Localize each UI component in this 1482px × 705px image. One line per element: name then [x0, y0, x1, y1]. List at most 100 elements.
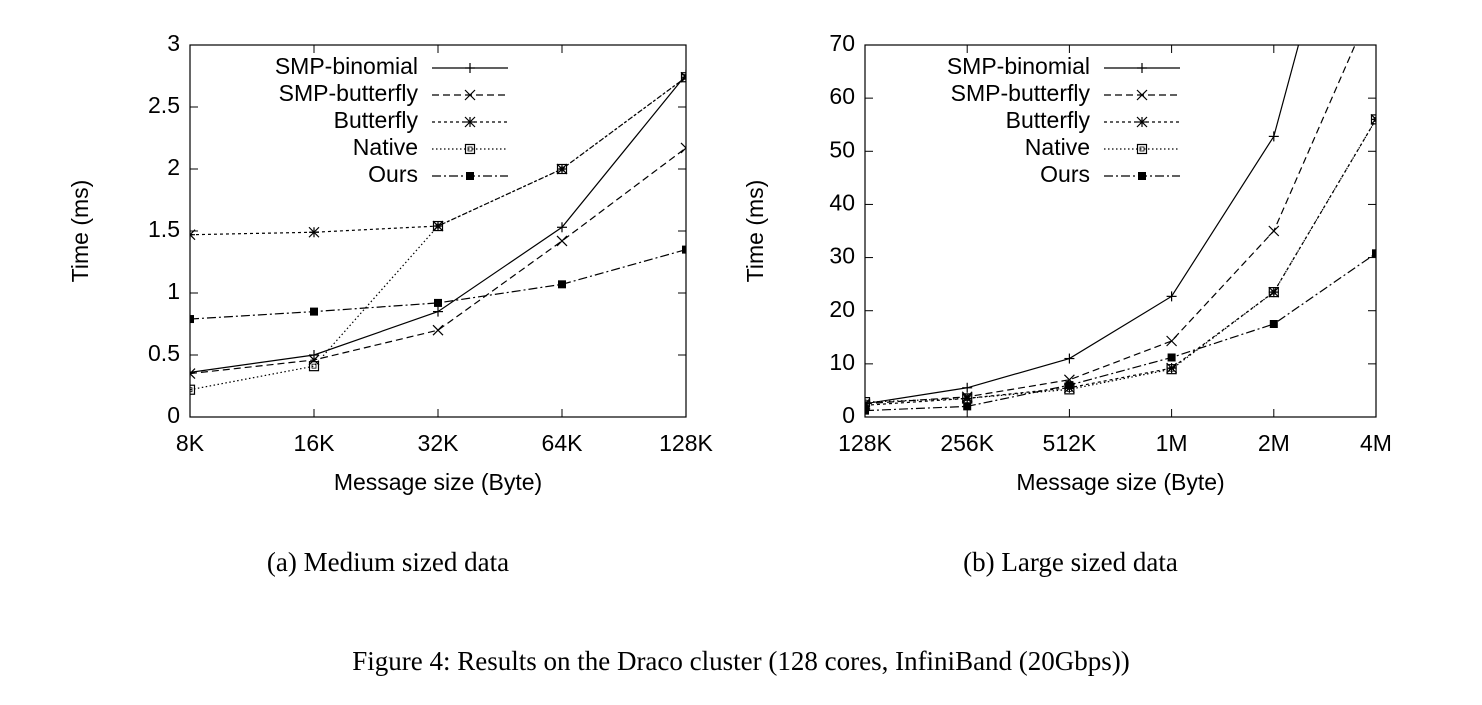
x-axis-label: Message size (Byte) [1016, 469, 1224, 495]
marker [464, 89, 476, 101]
marker-box [308, 361, 320, 372]
marker-box [310, 307, 318, 316]
plot-area [190, 69, 686, 395]
marker-stroke [190, 233, 196, 241]
marker-stroke [1268, 225, 1280, 237]
marker-stroke [680, 147, 686, 154]
marker [190, 384, 196, 395]
marker-box [466, 172, 474, 180]
series-line [190, 76, 686, 236]
marker-box [1268, 287, 1279, 298]
marker [1268, 225, 1280, 237]
marker-stroke [308, 354, 320, 366]
marker-box [435, 223, 441, 229]
marker [556, 163, 568, 175]
marker-box [1138, 172, 1146, 180]
y-tick-label: 0.5 [148, 340, 180, 366]
marker-stroke [1370, 113, 1376, 121]
marker [556, 235, 568, 247]
legend-label: SMP-binomial [275, 53, 418, 79]
legend-label: Native [353, 134, 418, 160]
marker [1136, 89, 1148, 101]
marker-stroke [1136, 116, 1148, 128]
marker-stroke [1166, 335, 1178, 347]
subcaption: (b) Large sized data [963, 547, 1178, 577]
marker [680, 142, 686, 154]
marker-box [1372, 249, 1376, 258]
marker-box [190, 387, 193, 393]
marker-stroke [1371, 0, 1381, 2]
marker-stroke [680, 76, 686, 83]
marker [310, 307, 318, 316]
marker [962, 382, 973, 393]
y-tick-label: 2 [167, 154, 180, 180]
x-tick-label: 64K [542, 430, 584, 456]
marker-stroke [432, 324, 444, 336]
y-axis-label: Time (ms) [67, 180, 93, 283]
marker [308, 354, 320, 366]
series-line [865, 252, 1376, 412]
marker-stroke [190, 372, 196, 380]
marker-stroke [556, 163, 568, 175]
marker-box [559, 166, 565, 172]
marker-box [467, 146, 473, 152]
plot-frame [864, 44, 1377, 418]
marker [1371, 0, 1381, 2]
y-tick-label: 40 [829, 190, 855, 216]
marker [681, 69, 686, 80]
y-tick-label: 30 [829, 243, 855, 269]
marker-stroke [680, 142, 686, 149]
marker-box [1136, 143, 1148, 155]
y-tick-label: 1.5 [148, 216, 180, 242]
y-tick-label: 1 [167, 278, 180, 304]
marker-box [1269, 320, 1278, 328]
marker [1064, 353, 1075, 364]
marker-stroke [961, 392, 973, 404]
marker [963, 402, 972, 411]
marker-box [865, 397, 871, 408]
marker-box [1169, 366, 1174, 372]
series-line [865, 119, 1376, 406]
legend-label: SMP-butterfly [279, 80, 419, 106]
y-tick-label: 50 [829, 136, 855, 162]
y-tick-label: 70 [829, 30, 855, 56]
y-tick-label: 10 [829, 349, 855, 375]
marker-box [680, 72, 686, 83]
marker [556, 163, 568, 175]
x-tick-label: 512K [1043, 430, 1097, 456]
marker-box [556, 163, 568, 175]
marker-box [190, 384, 196, 395]
series-line [865, 119, 1376, 403]
marker-stroke [464, 116, 476, 128]
marker [1137, 63, 1147, 73]
marker [190, 367, 195, 378]
legend-label: Ours [1040, 161, 1090, 187]
marker-stroke [556, 235, 568, 247]
marker [190, 368, 196, 380]
marker [1268, 131, 1279, 142]
marker-box [464, 143, 476, 155]
marker-stroke [308, 226, 320, 238]
legend-label: SMP-binomial [947, 53, 1090, 79]
marker [434, 298, 442, 307]
marker [682, 245, 686, 254]
marker-box [963, 402, 972, 411]
series-line [190, 76, 686, 391]
x-tick-label: 8K [176, 430, 205, 456]
marker [464, 116, 476, 128]
series-line [865, 45, 1356, 405]
x-tick-label: 4M [1360, 430, 1392, 456]
marker-box [432, 220, 444, 232]
legend-label: SMP-butterfly [951, 80, 1091, 106]
subcaption: (a) Medium sized data [267, 547, 509, 577]
marker-box [1166, 364, 1177, 375]
marker [464, 143, 476, 155]
series-line [190, 249, 686, 320]
marker [1269, 320, 1278, 328]
x-tick-label: 128K [838, 430, 892, 456]
marker-box [865, 399, 868, 405]
marker-stroke [190, 368, 196, 375]
marker [558, 280, 566, 289]
marker [680, 71, 686, 83]
